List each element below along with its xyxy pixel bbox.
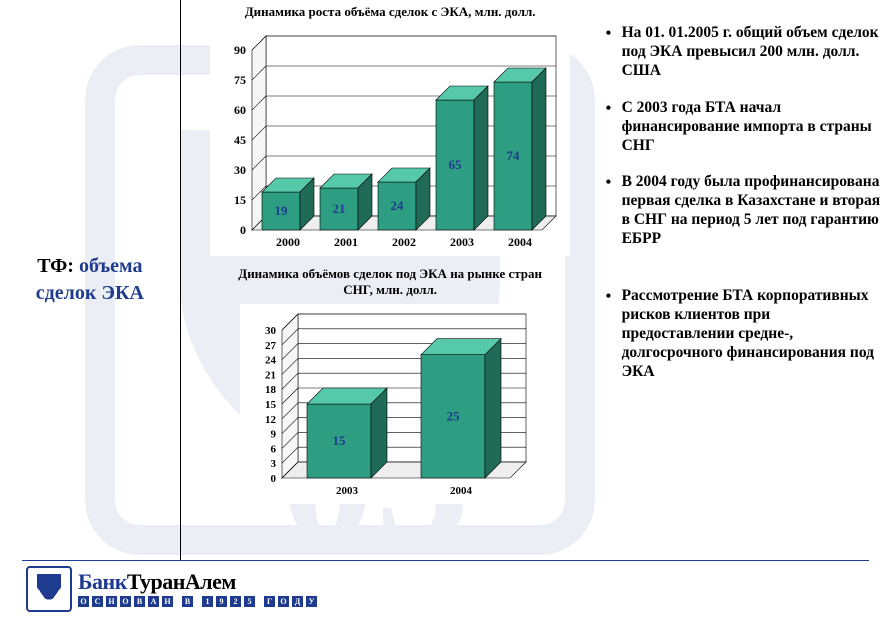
svg-text:2003: 2003 [450, 235, 474, 249]
svg-text:2000: 2000 [276, 235, 300, 249]
svg-text:9: 9 [271, 429, 277, 441]
bullet-item: Рассмотрение БТА корпоративных рисков кл… [606, 287, 881, 382]
svg-text:90: 90 [234, 43, 246, 57]
svg-text:6: 6 [271, 443, 277, 455]
svg-text:19: 19 [275, 203, 289, 218]
chart2-title: Динамика объёмов сделок под ЭКА на рынке… [230, 266, 550, 298]
logo-mark-icon [26, 566, 72, 612]
svg-text:15: 15 [333, 433, 347, 448]
heading-prefix: ТФ: [37, 255, 79, 277]
logo-subtitle: ОСНОВАНВ1925ГОДУ [78, 596, 317, 607]
slide-heading: ТФ: объема сделок ЭКА [8, 253, 172, 307]
svg-text:2003: 2003 [336, 485, 359, 497]
svg-text:2004: 2004 [450, 485, 473, 497]
footer-separator [22, 560, 869, 561]
svg-text:0: 0 [271, 473, 277, 485]
svg-text:3: 3 [271, 458, 277, 470]
svg-text:25: 25 [447, 408, 461, 423]
svg-text:45: 45 [234, 133, 246, 147]
left-column: ТФ: объема сделок ЭКА [0, 0, 181, 560]
bullet-list: На 01. 01.2005 г. общий объем сделок под… [606, 24, 881, 382]
svg-text:30: 30 [265, 325, 277, 337]
svg-text:2002: 2002 [392, 235, 416, 249]
svg-text:74: 74 [507, 148, 521, 163]
svg-text:15: 15 [265, 399, 277, 411]
svg-text:2001: 2001 [334, 235, 358, 249]
svg-text:60: 60 [234, 103, 246, 117]
svg-text:15: 15 [234, 193, 246, 207]
svg-text:24: 24 [265, 355, 277, 367]
right-column: На 01. 01.2005 г. общий объем сделок под… [600, 0, 891, 560]
main-layout: ТФ: объема сделок ЭКА Динамика роста объ… [0, 0, 891, 560]
svg-text:12: 12 [265, 414, 277, 426]
svg-text:21: 21 [265, 369, 276, 381]
logo: БанкТуранАлем ОСНОВАНВ1925ГОДУ [26, 566, 317, 612]
svg-text:2004: 2004 [508, 235, 532, 249]
bullet-item: С 2003 года БТА начал финансирование имп… [606, 99, 881, 156]
logo-bank: Банк [78, 569, 127, 594]
svg-text:0: 0 [240, 223, 246, 237]
svg-text:24: 24 [391, 198, 405, 213]
svg-text:30: 30 [234, 163, 246, 177]
svg-text:75: 75 [234, 73, 246, 87]
logo-name: ТуранАлем [127, 569, 236, 594]
chart2: 0 3 6 9 12 15 18 21 24 27 30 15 2003 25 2004 [240, 304, 540, 504]
logo-text: БанкТуранАлем ОСНОВАНВ1925ГОДУ [78, 571, 317, 607]
svg-text:27: 27 [265, 340, 277, 352]
chart1: 0 15 30 45 60 75 90 19 2000 21 2001 24 2002 65 2003 74 2… [210, 26, 570, 256]
svg-text:65: 65 [449, 157, 463, 172]
svg-text:18: 18 [265, 384, 277, 396]
bullet-item: На 01. 01.2005 г. общий объем сделок под… [606, 24, 881, 81]
bullet-item: В 2004 году была профинансирована первая… [606, 173, 881, 249]
svg-text:21: 21 [333, 201, 346, 216]
center-column: Динамика роста объёма сделок с ЭКА, млн.… [181, 0, 600, 560]
chart1-title: Динамика роста объёма сделок с ЭКА, млн.… [245, 4, 536, 20]
